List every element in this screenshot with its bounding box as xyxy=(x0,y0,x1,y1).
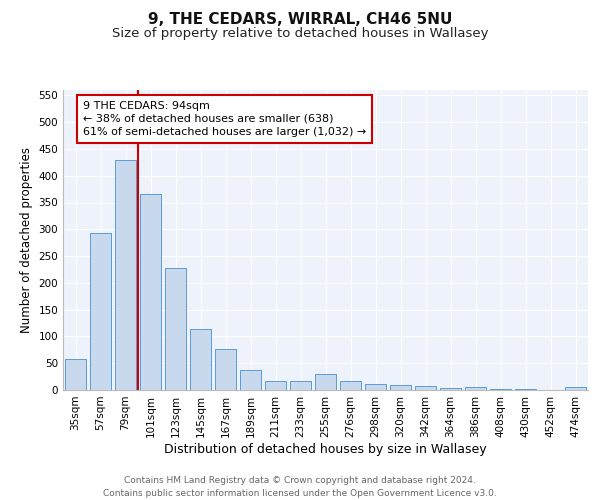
Bar xyxy=(265,381,286,390)
Bar xyxy=(115,160,136,390)
Bar xyxy=(365,384,386,390)
Bar xyxy=(565,388,586,390)
Text: Size of property relative to detached houses in Wallasey: Size of property relative to detached ho… xyxy=(112,28,488,40)
Bar xyxy=(215,350,236,390)
Text: Contains HM Land Registry data © Crown copyright and database right 2024.
Contai: Contains HM Land Registry data © Crown c… xyxy=(103,476,497,498)
Bar xyxy=(315,374,336,390)
Bar xyxy=(140,194,161,390)
Bar xyxy=(65,360,86,390)
Bar xyxy=(165,268,186,390)
X-axis label: Distribution of detached houses by size in Wallasey: Distribution of detached houses by size … xyxy=(164,442,487,456)
Bar xyxy=(340,381,361,390)
Bar xyxy=(90,233,111,390)
Bar xyxy=(290,381,311,390)
Text: 9 THE CEDARS: 94sqm
← 38% of detached houses are smaller (638)
61% of semi-detac: 9 THE CEDARS: 94sqm ← 38% of detached ho… xyxy=(83,100,366,137)
Bar xyxy=(190,330,211,390)
Text: 9, THE CEDARS, WIRRAL, CH46 5NU: 9, THE CEDARS, WIRRAL, CH46 5NU xyxy=(148,12,452,28)
Bar xyxy=(465,388,486,390)
Bar xyxy=(390,384,411,390)
Bar xyxy=(240,370,261,390)
Bar xyxy=(415,386,436,390)
Y-axis label: Number of detached properties: Number of detached properties xyxy=(20,147,33,333)
Bar xyxy=(440,388,461,390)
